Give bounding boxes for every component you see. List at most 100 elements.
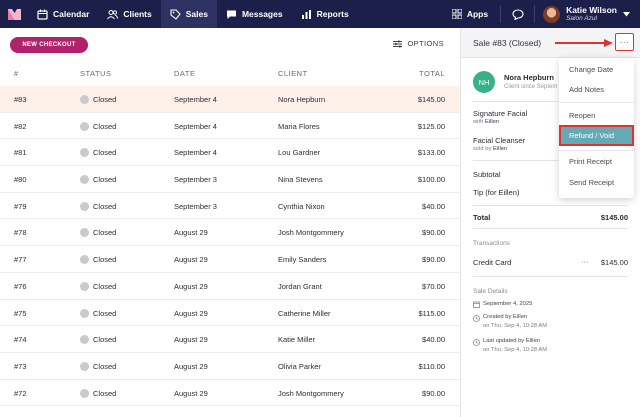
status-dot-icon xyxy=(80,281,89,291)
table-row[interactable]: #79 Closed September 3 Cynthia Nixon $40.00 xyxy=(0,193,460,220)
status-dot-icon xyxy=(80,255,89,265)
row-client: Emily Sanders xyxy=(278,255,327,265)
line-item-product: Facial Cleanser xyxy=(473,136,526,145)
table-row[interactable]: #78 Closed August 29 Josh Montgommery $90.00 xyxy=(0,219,460,247)
updated-by: Last updated by Eillen xyxy=(483,338,541,344)
more-actions-menu: Change Date Add Notes Reopen Refund / Vo… xyxy=(559,58,634,198)
divider xyxy=(473,228,628,229)
row-status: Closed xyxy=(93,228,117,238)
grid-icon xyxy=(451,9,462,19)
row-total: $145.00 xyxy=(417,95,445,104)
row-number: #72 xyxy=(14,388,27,398)
row-status: Closed xyxy=(93,175,117,185)
status-dot-icon xyxy=(80,361,89,371)
row-status: Closed xyxy=(93,308,117,318)
menu-item-change-date[interactable]: Change Date xyxy=(569,64,614,74)
row-total: $40.00 xyxy=(422,201,445,211)
clock-icon xyxy=(473,339,480,346)
row-client: Nora Hepburn xyxy=(278,95,326,104)
table-row[interactable]: #76 Closed August 29 Jordan Grant $70.00 xyxy=(0,273,460,300)
payment-more-button[interactable]: ··· xyxy=(581,257,589,266)
divider xyxy=(473,276,628,277)
status-dot-icon xyxy=(80,335,89,345)
table-body: #83 Closed September 4 Nora Hepburn $145.00 #… xyxy=(0,86,460,407)
row-client: Josh Montgommery xyxy=(278,228,344,238)
row-date: August 29 xyxy=(174,308,208,318)
options-button[interactable]: OPTIONS xyxy=(393,39,444,48)
row-number: #75 xyxy=(14,308,27,318)
nav-clients[interactable]: Clients xyxy=(98,0,160,28)
row-date: September 3 xyxy=(174,201,217,211)
table-row[interactable]: #75 Closed August 29 Catherine Miller $115.0… xyxy=(0,300,460,327)
row-number: #73 xyxy=(14,361,27,371)
row-total: $133.00 xyxy=(417,148,445,158)
table-row[interactable]: #82 Closed September 4 Maria Flores $125.00 xyxy=(0,113,460,140)
row-status: Closed xyxy=(93,148,117,158)
row-client: Lou Gardner xyxy=(278,148,321,158)
status-dot-icon xyxy=(80,201,89,211)
user-menu[interactable]: Katie Wilson Salon Azul xyxy=(535,5,640,23)
menu-item-add-notes[interactable]: Add Notes xyxy=(569,84,605,94)
row-total: $90.00 xyxy=(422,388,445,398)
row-client: Jordan Grant xyxy=(278,281,322,291)
nav-calendar-label: Calendar xyxy=(53,9,90,19)
table-row[interactable]: #83 Closed September 4 Nora Hepburn $145.00 xyxy=(0,86,460,113)
line-item-service-staff: with Eillen xyxy=(473,119,499,125)
menu-separator xyxy=(559,102,634,103)
new-checkout-button[interactable]: NEW CHECKOUT xyxy=(10,37,88,53)
row-number: #79 xyxy=(14,201,27,211)
menu-item-send-receipt[interactable]: Send Receipt xyxy=(569,177,615,187)
row-number: #81 xyxy=(14,148,27,158)
menu-separator xyxy=(559,150,634,151)
nav-reports[interactable]: Reports xyxy=(292,0,358,28)
row-number: #74 xyxy=(14,335,27,345)
row-number: #80 xyxy=(14,175,27,185)
apps-button[interactable]: Apps xyxy=(440,5,502,23)
users-icon xyxy=(107,9,119,19)
nav-messages-label: Messages xyxy=(241,9,283,19)
row-client: Nina Stevens xyxy=(278,175,323,185)
customer-name[interactable]: Nora Hepburn xyxy=(504,73,555,82)
bar-chart-icon xyxy=(301,9,311,19)
created-on: on Thu, Sep 4, 10:28 AM xyxy=(483,323,548,329)
menu-item-refund-void[interactable]: Refund / Void xyxy=(559,125,634,146)
divider xyxy=(473,101,628,102)
table-row[interactable]: #80 Closed September 3 Nina Stevens $100.00 xyxy=(0,166,460,193)
row-status: Closed xyxy=(93,95,117,104)
app-logo[interactable] xyxy=(0,0,28,28)
nav-sales[interactable]: Sales xyxy=(160,0,217,28)
column-header-total[interactable]: TOTAL xyxy=(419,69,445,78)
user-info: Katie Wilson Salon Azul xyxy=(566,6,617,23)
chat-button[interactable] xyxy=(501,5,536,23)
nav-calendar[interactable]: Calendar xyxy=(28,0,98,28)
top-navigation-bar: Calendar Clients Sales Messages Reports … xyxy=(0,0,640,28)
nav-messages[interactable]: Messages xyxy=(217,0,292,28)
column-header-client[interactable]: CLIENT xyxy=(278,69,308,78)
more-actions-button[interactable]: ··· xyxy=(615,33,634,51)
menu-item-reopen[interactable]: Reopen xyxy=(569,110,596,120)
sale-date: September 4, 2025 xyxy=(483,301,533,307)
avatar xyxy=(543,5,561,23)
table-row[interactable]: #81 Closed September 4 Lou Gardner $133.00 xyxy=(0,139,460,167)
table-row[interactable]: #77 Closed August 29 Emily Sanders $90.00 xyxy=(0,246,460,273)
sale-title: Sale #83 (Closed) xyxy=(473,38,542,48)
table-row[interactable]: #73 Closed August 29 Olivia Parker $110.00 xyxy=(0,353,460,380)
column-header-status[interactable]: STATUS xyxy=(80,69,112,78)
transactions-heading: Transactions xyxy=(473,240,510,247)
row-number: #83 xyxy=(14,95,27,104)
column-header-number[interactable]: # xyxy=(14,69,19,78)
payment-amount: $145.00 xyxy=(600,258,628,267)
status-dot-icon xyxy=(80,308,89,318)
table-row[interactable]: #72 Closed August 29 Josh Montgommery $90.00 xyxy=(0,380,460,407)
status-dot-icon xyxy=(80,175,89,185)
annotation-arrow-head xyxy=(604,38,613,47)
menu-item-print-receipt[interactable]: Print Receipt xyxy=(569,156,612,166)
table-row[interactable]: #74 Closed August 29 Katie Miller $40.00 xyxy=(0,326,460,353)
subtotal-label: Subtotal xyxy=(473,170,501,179)
row-date: August 29 xyxy=(174,388,208,398)
line-item-service: Signature Facial xyxy=(473,109,528,118)
row-client: Katie Miller xyxy=(278,335,316,345)
column-header-date[interactable]: DATE xyxy=(174,69,196,78)
customer-avatar: NH xyxy=(473,71,495,93)
row-status: Closed xyxy=(93,361,117,371)
